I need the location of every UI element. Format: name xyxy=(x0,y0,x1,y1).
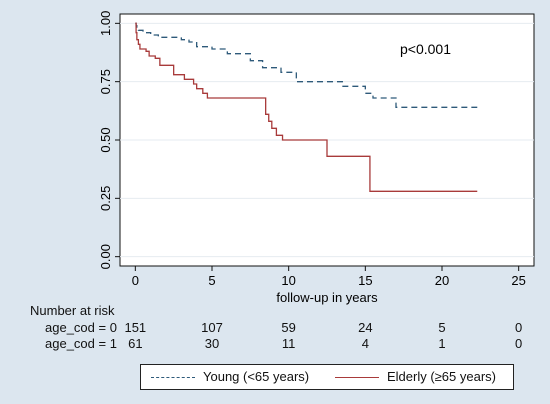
x-tick-label: 0 xyxy=(132,273,139,288)
risk-value: 24 xyxy=(358,320,373,335)
legend: Young (<65 years) Elderly (≥65 years) xyxy=(140,364,514,390)
x-tick-label: 25 xyxy=(511,273,525,288)
y-tick-label: 0.50 xyxy=(98,127,113,152)
x-axis-label: follow-up in years xyxy=(276,290,378,305)
risk-table-title: Number at risk xyxy=(30,303,115,318)
risk-row-label: age_cod = 0 xyxy=(45,320,117,335)
elderly-survival-line xyxy=(135,22,478,192)
elderly-legend-swatch xyxy=(335,377,379,378)
young-legend-swatch xyxy=(151,377,195,378)
axes: 0.00 0.25 0.50 0.75 1.00 0 5 10 15 20 25 xyxy=(98,11,526,288)
risk-value: 0 xyxy=(515,320,523,335)
risk-value: 1 xyxy=(438,336,446,351)
x-tick-label: 5 xyxy=(208,273,215,288)
risk-value: 61 xyxy=(128,336,143,351)
risk-value: 151 xyxy=(124,320,147,335)
elderly-legend-label: Elderly (≥65 years) xyxy=(387,369,497,384)
risk-value: 11 xyxy=(281,336,296,351)
y-tick-label: 0.00 xyxy=(98,244,113,269)
young-survival-line xyxy=(135,22,478,108)
risk-row-label: age_cod = 1 xyxy=(45,336,117,351)
x-tick-label: 15 xyxy=(358,273,372,288)
series-lines xyxy=(135,22,478,192)
y-tick-label: 1.00 xyxy=(98,11,113,36)
grid-lines xyxy=(120,22,534,258)
risk-value: 4 xyxy=(361,336,369,351)
risk-value: 30 xyxy=(204,336,220,351)
x-tick-label: 10 xyxy=(281,273,295,288)
risk-value: 59 xyxy=(281,320,296,335)
y-tick-label: 0.75 xyxy=(98,69,113,94)
risk-value: 107 xyxy=(201,320,223,335)
risk-value: 5 xyxy=(438,320,446,335)
risk-value: 0 xyxy=(515,336,523,351)
p-value-annotation: p<0.001 xyxy=(400,41,451,57)
y-tick-label: 0.25 xyxy=(98,186,113,211)
young-legend-label: Young (<65 years) xyxy=(203,369,310,384)
x-tick-label: 20 xyxy=(435,273,449,288)
